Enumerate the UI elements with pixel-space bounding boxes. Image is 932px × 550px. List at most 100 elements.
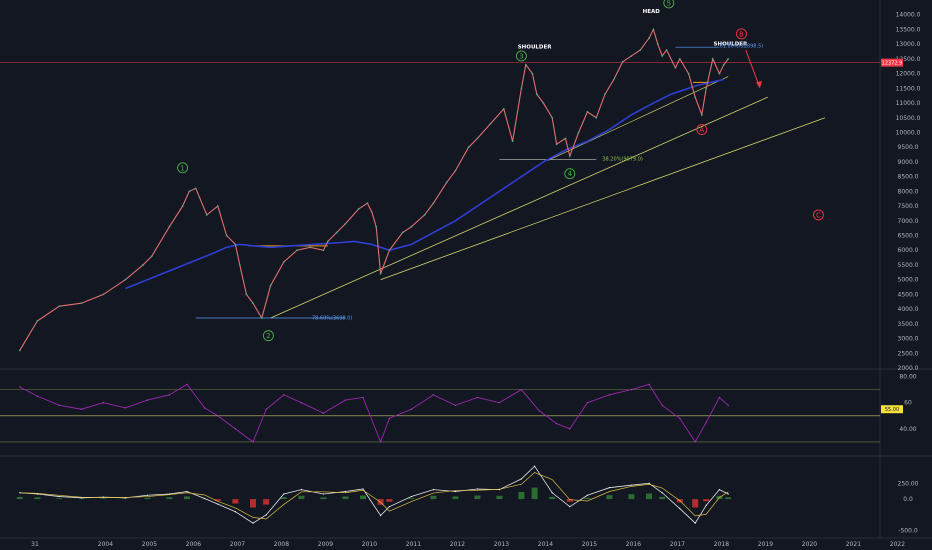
y-tick-label: 5000.0 — [898, 277, 919, 284]
x-tick-label: 2019 — [758, 541, 773, 548]
price-point — [674, 66, 677, 69]
x-tick-label: 2013 — [494, 541, 509, 548]
macd-histogram-bar — [646, 493, 652, 500]
macd-point — [344, 490, 346, 493]
y-tick-label: 5500.0 — [898, 262, 919, 269]
price-point — [225, 234, 228, 237]
wave-label-circle — [663, 0, 675, 9]
chart-annotation: 78.60%(3698.0) — [312, 315, 353, 321]
chart-annotation: 38.20%(9079.0) — [602, 156, 643, 162]
price-point — [454, 169, 457, 172]
y-tick-label: 11500.0 — [896, 85, 921, 92]
macd-histogram-bar — [214, 499, 221, 501]
y-tick-label: 10500.0 — [896, 115, 921, 122]
macd-signal-line — [19, 472, 729, 520]
macd-histogram-bar — [408, 498, 415, 500]
wave-label: 4 — [568, 170, 573, 178]
y-tick-label: 13500.0 — [896, 26, 921, 33]
macd-point — [124, 497, 126, 499]
macd-point — [168, 493, 170, 495]
rsi-point — [186, 383, 188, 385]
wave-label: B — [739, 30, 744, 38]
macd-point — [380, 514, 382, 517]
price-point — [401, 231, 404, 234]
macd-point — [718, 489, 721, 491]
macd-point — [727, 493, 729, 495]
macd-point — [586, 494, 589, 496]
y-tick-label: 12000.0 — [896, 71, 921, 78]
rsi-point — [362, 396, 364, 399]
price-point — [489, 122, 492, 125]
macd-point — [300, 489, 302, 491]
y-tick-label: 9500.0 — [898, 144, 919, 151]
price-point — [722, 63, 725, 66]
rsi-point — [58, 404, 61, 406]
rsi-y-tick-label: 40.00 — [899, 426, 916, 433]
rsi-point — [476, 396, 478, 399]
macd-point — [252, 522, 254, 524]
price-point — [260, 317, 263, 319]
wave-label-circle — [564, 168, 576, 180]
macd-histogram-bar — [518, 492, 525, 500]
x-tick-label: 2021 — [846, 541, 861, 548]
price-point — [476, 137, 479, 140]
price-point — [630, 55, 633, 57]
wave-label-circle — [262, 330, 274, 342]
macd-point — [19, 492, 21, 494]
y-tick-label: 9000.0 — [898, 159, 919, 166]
macd-y-tick-label: -500.0 — [898, 528, 918, 535]
y-tick-label: 13000.0 — [896, 41, 921, 48]
rsi-point — [322, 412, 324, 414]
price-point — [245, 293, 248, 296]
rsi-point — [454, 404, 456, 406]
wave-label-circle — [177, 162, 189, 174]
moving-average-line — [125, 78, 724, 290]
wave-label-circle — [515, 50, 527, 62]
rsi-point — [520, 389, 523, 391]
rsi-point — [727, 404, 729, 406]
rsi-point — [679, 417, 681, 419]
rsi-point — [648, 383, 650, 385]
macd-point — [204, 497, 206, 500]
y-tick-label: 2500.0 — [898, 350, 919, 357]
projection-arrow-head — [756, 80, 762, 89]
price-point — [652, 28, 655, 31]
y-tick-label: 12500.0 — [896, 56, 921, 63]
price-point — [648, 37, 650, 40]
rsi-y-tick-label: 80.00 — [899, 374, 916, 381]
price-point — [344, 222, 347, 225]
x-tick-label: 2014 — [538, 541, 553, 548]
macd-histogram-bar — [56, 498, 63, 500]
rsi-point — [556, 423, 558, 425]
macd-histogram-bar — [566, 499, 573, 502]
price-point — [531, 72, 534, 75]
y-tick-label: 2000.0 — [898, 365, 919, 372]
macd-histogram-bar — [692, 499, 699, 508]
neckline-trendline — [547, 76, 729, 161]
rsi-point — [265, 408, 267, 410]
rsi-point — [234, 428, 236, 430]
price-point — [577, 131, 580, 134]
chart-annotation: HEAD — [643, 9, 661, 15]
macd-histogram-bar — [628, 494, 635, 500]
price-point — [80, 302, 83, 305]
macd-histogram-bar — [184, 496, 190, 500]
macd-histogram-bar — [531, 487, 538, 500]
price-point — [168, 225, 171, 228]
price-point — [238, 264, 241, 266]
macd-histogram-bar — [232, 499, 239, 504]
macd-histogram-bar — [263, 499, 270, 505]
price-point — [586, 110, 589, 113]
price-point — [621, 60, 624, 63]
price-point — [269, 284, 272, 287]
macd-histogram-bar — [659, 496, 666, 500]
macd-histogram-bar — [360, 495, 366, 500]
wave-label: 5 — [667, 0, 671, 7]
x-tick-label: 2005 — [142, 541, 157, 548]
x-tick-label: 2015 — [582, 541, 597, 548]
y-tick-label: 11000.0 — [896, 100, 921, 107]
rsi-point — [102, 402, 104, 404]
chart-annotation: 61.80%(12898.5) — [720, 44, 764, 50]
